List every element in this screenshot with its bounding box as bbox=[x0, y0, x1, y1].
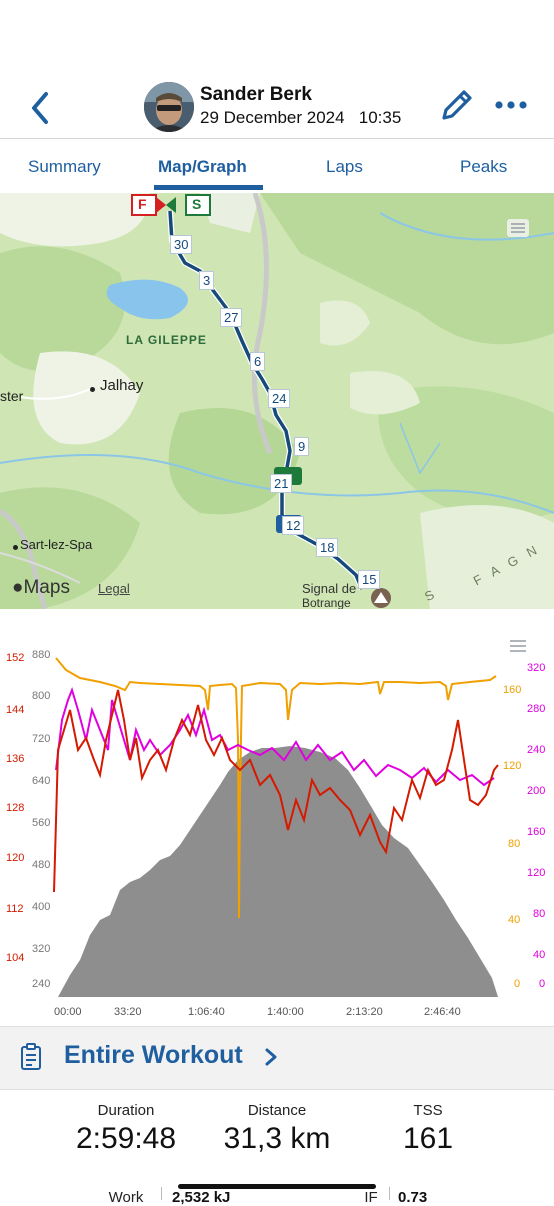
graph-canvas bbox=[53, 657, 499, 997]
elevation-axis-label: 320 bbox=[32, 943, 51, 955]
divider bbox=[161, 1187, 162, 1200]
km-marker: 12 bbox=[282, 516, 305, 535]
tab-summary[interactable]: Summary bbox=[28, 157, 101, 176]
start-flag[interactable]: S bbox=[192, 196, 202, 212]
active-tab-indicator bbox=[154, 185, 263, 190]
power-axis-label: 120 bbox=[527, 867, 546, 879]
hr-axis-label: 112 bbox=[6, 903, 24, 915]
tab-map-graph[interactable]: Map/Graph bbox=[158, 157, 247, 176]
legal-link[interactable]: Legal bbox=[98, 581, 130, 596]
if-label: IF bbox=[364, 1189, 378, 1206]
tab-peaks[interactable]: Peaks bbox=[460, 157, 508, 176]
apple-logo-icon: ● bbox=[12, 577, 24, 598]
if-value: 0.73 bbox=[398, 1189, 428, 1206]
divider bbox=[389, 1187, 390, 1200]
time-axis-label: 2:46:40 bbox=[424, 1006, 461, 1018]
km-marker: 9 bbox=[294, 437, 310, 456]
elevation-axis-label: 720 bbox=[32, 733, 51, 745]
time-axis-label: 00:00 bbox=[54, 1006, 82, 1018]
power-axis-label: 200 bbox=[527, 785, 546, 797]
workout-stats: Duration 2:59:48 Distance 31,3 km TSS 16… bbox=[0, 1089, 554, 1206]
elevation-axis-label: 400 bbox=[32, 901, 51, 913]
workout-time: 10:35 bbox=[358, 108, 402, 127]
graph-menu-icon[interactable] bbox=[508, 638, 528, 654]
time-axis-label: 1:06:40 bbox=[188, 1006, 225, 1018]
elevation-axis-label: 480 bbox=[32, 859, 51, 871]
km-marker: 21 bbox=[270, 474, 293, 493]
cadence-axis-label: 0 bbox=[514, 978, 521, 990]
route-map[interactable]: F S 30 3 27 6 24 9 21 12 18 15 LA GILEPP… bbox=[0, 193, 554, 609]
finish-flag[interactable]: F bbox=[138, 196, 147, 212]
km-marker: 3 bbox=[199, 271, 215, 290]
power-axis-label: 240 bbox=[527, 744, 546, 756]
map-menu-icon[interactable] bbox=[507, 219, 529, 237]
duration-value: 2:59:48 bbox=[75, 1122, 177, 1155]
km-marker: 6 bbox=[250, 352, 266, 371]
back-chevron-icon[interactable] bbox=[26, 88, 56, 128]
hr-axis-label: 136 bbox=[6, 753, 25, 765]
km-marker: 24 bbox=[268, 389, 291, 408]
hr-axis-label: 104 bbox=[6, 952, 25, 964]
place-label-ster: ster bbox=[0, 388, 24, 404]
elevation-axis-label: 240 bbox=[32, 978, 51, 990]
elevation-axis-label: 640 bbox=[32, 775, 51, 787]
power-axis-label: 80 bbox=[533, 908, 546, 920]
tss-label: TSS bbox=[413, 1102, 443, 1119]
user-name: Sander Berk bbox=[200, 84, 312, 105]
apple-maps-logo: ●Maps bbox=[12, 577, 70, 599]
workout-graph[interactable]: 152 144 136 128 120 112 104 880 800 720 … bbox=[0, 620, 554, 1025]
km-marker: 30 bbox=[170, 235, 193, 254]
elevation-axis-label: 880 bbox=[32, 649, 51, 661]
home-indicator bbox=[178, 1184, 376, 1189]
cadence-axis-label: 40 bbox=[508, 914, 521, 926]
edit-pencil-icon[interactable] bbox=[438, 88, 472, 124]
workout-datetime: 29 December 2024 10:35 bbox=[200, 108, 401, 128]
place-label-signal: Signal de bbox=[302, 581, 357, 596]
chevron-right-icon bbox=[265, 1048, 277, 1066]
workout-date: 29 December 2024 bbox=[200, 108, 345, 127]
time-axis-label: 33:20 bbox=[114, 1006, 142, 1018]
power-axis-label: 40 bbox=[533, 949, 546, 961]
tab-bar: Summary Map/Graph Laps Peaks bbox=[0, 138, 554, 194]
place-label-botrange: Botrange bbox=[302, 596, 351, 609]
distance-label: Distance bbox=[247, 1102, 307, 1119]
power-axis-label: 280 bbox=[527, 703, 546, 715]
clipboard-icon bbox=[21, 1043, 41, 1070]
place-label-la-gileppe: LA GILEPPE bbox=[126, 333, 207, 347]
cadence-axis-label: 120 bbox=[503, 760, 522, 772]
hr-axis-label: 120 bbox=[6, 852, 25, 864]
tab-laps[interactable]: Laps bbox=[326, 157, 363, 176]
workout-selector-label: Entire Workout bbox=[64, 1041, 243, 1069]
hr-axis-label: 128 bbox=[6, 802, 25, 814]
workout-selector[interactable]: Entire Workout bbox=[0, 1026, 554, 1090]
place-dot-icon bbox=[90, 387, 95, 392]
cadence-axis-label: 80 bbox=[508, 838, 521, 850]
km-marker: 27 bbox=[220, 308, 243, 327]
hr-axis-label: 144 bbox=[6, 704, 25, 716]
tss-value: 161 bbox=[402, 1122, 454, 1155]
maps-wordmark: Maps bbox=[23, 577, 70, 598]
avatar[interactable] bbox=[144, 82, 194, 132]
power-axis-label: 0 bbox=[539, 978, 546, 990]
map-canvas bbox=[0, 193, 554, 609]
place-label-sart-lez-spa: Sart-lez-Spa bbox=[20, 537, 93, 552]
power-axis-label: 320 bbox=[527, 662, 546, 674]
place-dot-icon bbox=[13, 545, 18, 550]
elevation-axis-label: 800 bbox=[32, 690, 51, 702]
place-label-jalhay: Jalhay bbox=[100, 377, 144, 394]
km-marker: 15 bbox=[358, 570, 381, 589]
cadence-axis-label: 160 bbox=[503, 684, 522, 696]
distance-value: 31,3 km bbox=[223, 1122, 331, 1155]
power-axis-label: 160 bbox=[527, 826, 546, 838]
hr-axis-label: 152 bbox=[6, 652, 25, 664]
more-options-icon[interactable] bbox=[494, 98, 528, 112]
elevation-axis-label: 560 bbox=[32, 817, 51, 829]
header: Sander Berk 29 December 2024 10:35 bbox=[0, 0, 554, 138]
work-label: Work bbox=[108, 1189, 144, 1206]
km-marker: 18 bbox=[316, 538, 339, 557]
time-axis-label: 2:13:20 bbox=[346, 1006, 383, 1018]
duration-label: Duration bbox=[97, 1102, 155, 1119]
time-axis-label: 1:40:00 bbox=[267, 1006, 304, 1018]
work-value: 2,532 kJ bbox=[172, 1189, 231, 1206]
